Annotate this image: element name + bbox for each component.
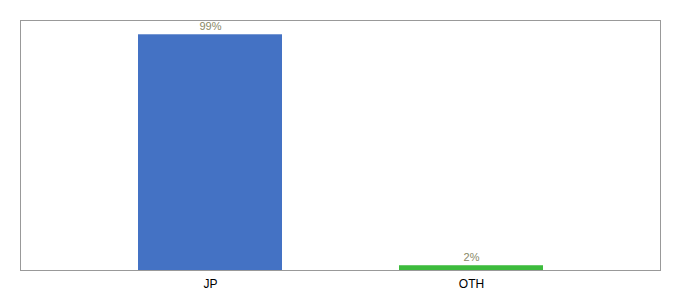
svg-text:2%: 2% <box>464 251 480 263</box>
svg-text:OTH: OTH <box>459 277 484 291</box>
svg-text:JP: JP <box>203 277 217 291</box>
svg-text:99%: 99% <box>199 20 221 32</box>
